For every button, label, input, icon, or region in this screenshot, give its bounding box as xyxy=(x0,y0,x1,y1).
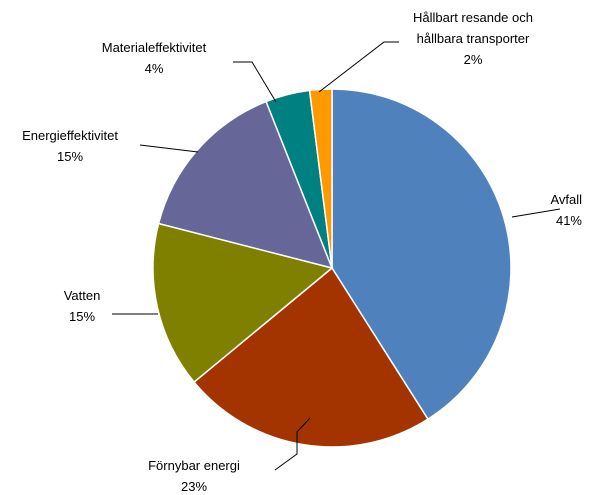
slice-fornybar-energi xyxy=(193,266,429,448)
slice-avfall xyxy=(331,88,512,421)
label-avfall: Avfall 41% xyxy=(550,192,582,228)
leader-line xyxy=(139,144,199,153)
label-hallbart-resande: Hållbart resande och hållbara transporter… xyxy=(413,10,533,67)
label-fornybar-energi: Förnybar energi 23% xyxy=(148,458,240,494)
slice-energieffektivitet xyxy=(157,100,334,270)
label-materialeffektivitet: Materialeffektivitet 4% xyxy=(102,40,207,76)
slice-vatten xyxy=(152,222,334,384)
leader-line xyxy=(233,61,277,103)
label-vatten: Vatten 15% xyxy=(64,288,101,324)
leader-line xyxy=(511,208,561,218)
slice-hallbart-resande xyxy=(308,88,333,269)
label-energieffektivitet: Energieffektivitet 15% xyxy=(22,128,118,164)
leader-line xyxy=(274,417,311,471)
leader-line xyxy=(318,41,399,93)
